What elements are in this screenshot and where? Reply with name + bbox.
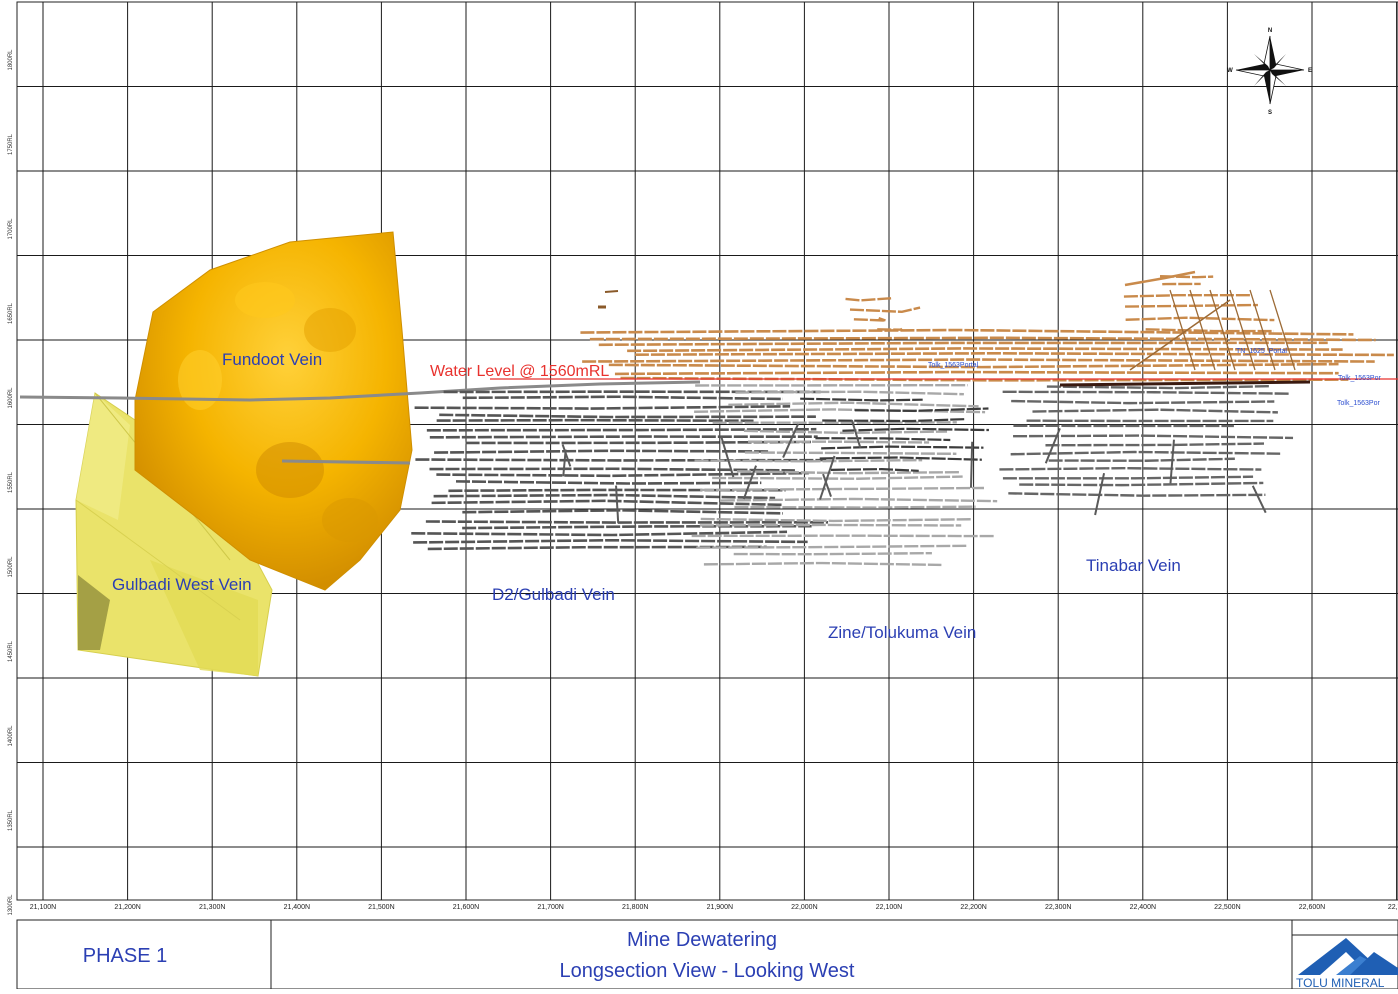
compass-e: E	[1308, 68, 1312, 74]
compass-w: W	[1227, 68, 1233, 74]
y-tick-label: 1800RL	[8, 49, 14, 71]
gulbadi-west-vein-solid	[75, 392, 273, 677]
zine-tolukuma-vein-label: Zine/Tolukuma Vein	[828, 623, 976, 642]
y-tick-label: 1700RL	[8, 218, 14, 240]
portal-label-tolk1563-b: Tolk_1563Por	[1338, 375, 1381, 382]
x-tick-label: 21,400N	[284, 904, 310, 911]
x-tick-label: 21,100N	[30, 904, 56, 911]
x-tick-label: 21,600N	[453, 904, 479, 911]
y-tick-label: 1550RL	[8, 471, 14, 493]
portal-label-tolk1563-a: Tolk_1563Portal	[928, 362, 979, 369]
tinabar-vein-label: Tinabar Vein	[1086, 556, 1181, 575]
tolu-mineral-logo: TOLU MINERAL	[1296, 938, 1398, 990]
portal-label-tolk1563-c: Tolk_1563Por	[1337, 400, 1380, 407]
phase-label: PHASE 1	[83, 945, 167, 967]
y-tick-label: 1300RL	[8, 894, 14, 916]
y-axis-ticks: 1800RL 1750RL 1700RL 1650RL 1600RL 1550RL 1500…	[8, 49, 14, 916]
y-tick-label: 1400RL	[8, 725, 14, 747]
x-tick-label: 21,900N	[707, 904, 733, 911]
y-tick-label: 1350RL	[8, 809, 14, 831]
x-tick-label: 22,300N	[1045, 904, 1071, 911]
y-tick-label: 1650RL	[8, 302, 14, 324]
x-tick-label: 22,70	[1388, 904, 1398, 911]
x-tick-label: 21,200N	[114, 904, 140, 911]
fundoot-vein-label: Fundoot Vein	[222, 350, 322, 369]
x-tick-label: 22,600N	[1299, 904, 1325, 911]
x-tick-label: 22,100N	[876, 904, 902, 911]
compass-rose-icon: N S E W	[1227, 28, 1312, 116]
x-tick-label: 21,300N	[199, 904, 225, 911]
title-block: PHASE 1 Mine Dewatering Longsection View…	[16, 919, 1398, 990]
title-line-2: Longsection View - Looking West	[560, 960, 855, 982]
fundoot-vein-solid	[134, 231, 413, 591]
x-tick-label: 21,800N	[622, 904, 648, 911]
x-tick-label: 22,500N	[1214, 904, 1240, 911]
compass-s: S	[1268, 110, 1272, 116]
x-tick-label: 21,700N	[537, 904, 563, 911]
portal-label-tn1625: TN_1625_Portal	[1236, 348, 1287, 355]
x-tick-label: 21,500N	[368, 904, 394, 911]
logo-text: TOLU MINERAL	[1296, 976, 1385, 989]
x-tick-label: 22,000N	[791, 904, 817, 911]
y-tick-label: 1450RL	[8, 640, 14, 662]
gulbadi-west-vein-label: Gulbadi West Vein	[112, 575, 252, 594]
x-tick-label: 22,400N	[1130, 904, 1156, 911]
title-line-1: Mine Dewatering	[627, 929, 777, 951]
compass-n: N	[1268, 28, 1272, 34]
d2-gulbadi-vein-label: D2/Gulbadi Vein	[492, 585, 615, 604]
x-axis-ticks: 21,100N 21,200N 21,300N 21,400N 21,500N 21,60…	[30, 904, 1398, 911]
water-level-label: Water Level @ 1560mRL	[430, 363, 609, 380]
underground-workings	[19, 270, 1394, 567]
y-tick-label: 1600RL	[8, 387, 14, 409]
y-tick-label: 1500RL	[8, 556, 14, 578]
x-tick-label: 22,200N	[960, 904, 986, 911]
y-tick-label: 1750RL	[8, 133, 14, 155]
